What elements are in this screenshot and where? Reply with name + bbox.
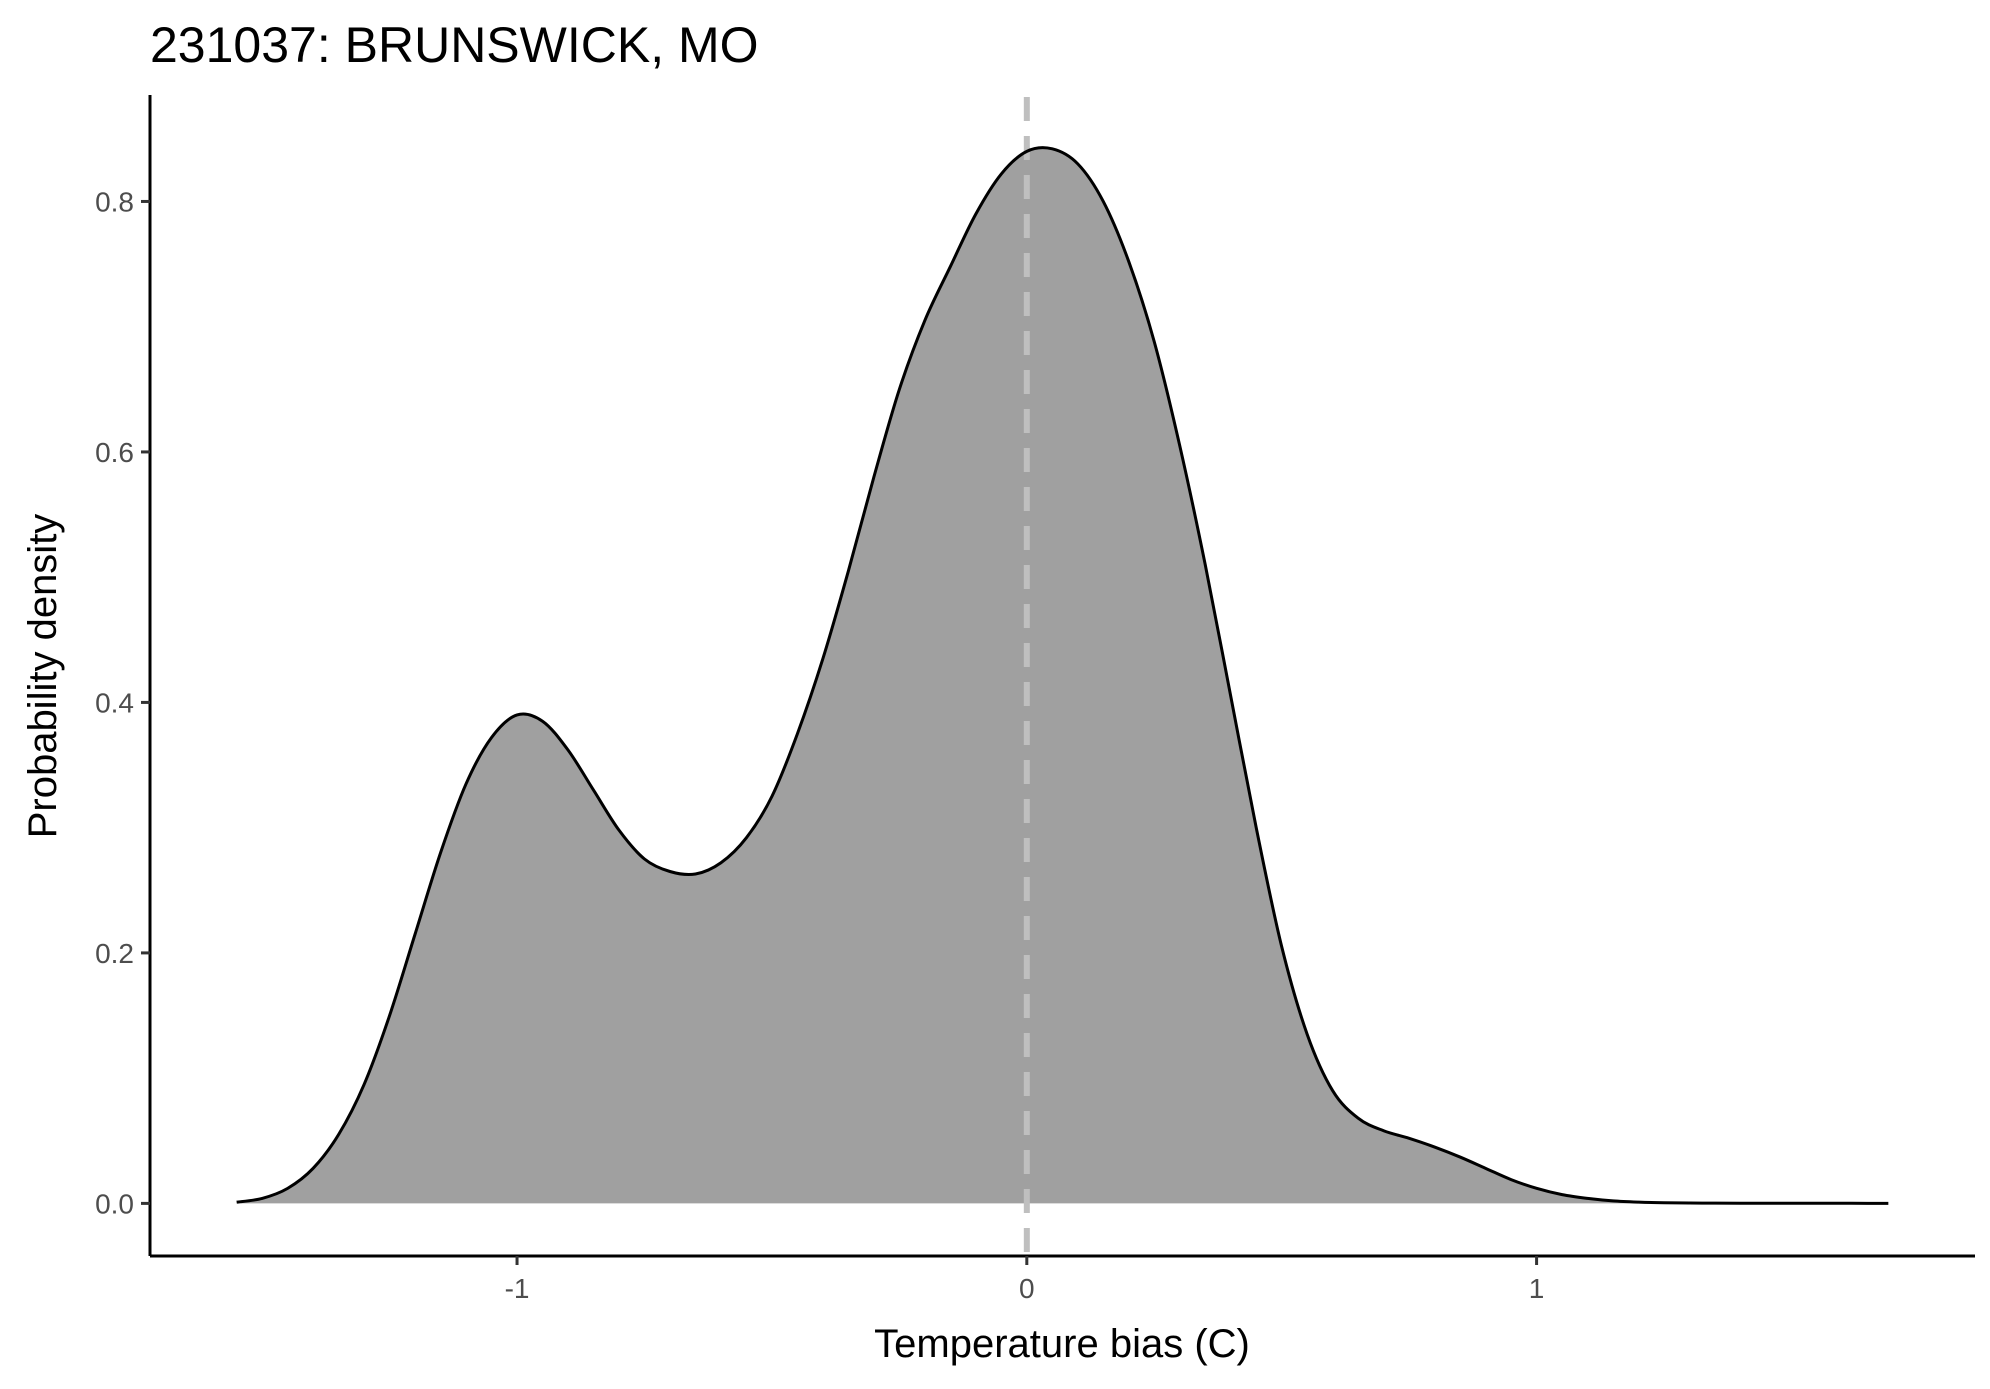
y-tick-label: 0.0 xyxy=(95,1188,134,1219)
y-tick-label: 0.8 xyxy=(95,186,134,217)
x-tick-label: 1 xyxy=(1529,1273,1545,1304)
y-tick-label: 0.4 xyxy=(95,687,134,718)
y-axis-title: Probability density xyxy=(21,514,65,839)
chart-title: 231037: BRUNSWICK, MO xyxy=(150,17,759,73)
density-area xyxy=(236,147,1889,1204)
axes: 0.0 0.2 0.4 0.6 0.8 -1 0 1 xyxy=(95,95,1975,1304)
x-axis-title: Temperature bias (C) xyxy=(874,1322,1250,1366)
x-tick-label: 0 xyxy=(1019,1273,1035,1304)
x-tick-label: -1 xyxy=(505,1273,530,1304)
plot-area xyxy=(236,97,1889,1256)
y-tick-label: 0.2 xyxy=(95,938,134,969)
y-tick-label: 0.6 xyxy=(95,437,134,468)
density-line xyxy=(236,146,1889,1205)
